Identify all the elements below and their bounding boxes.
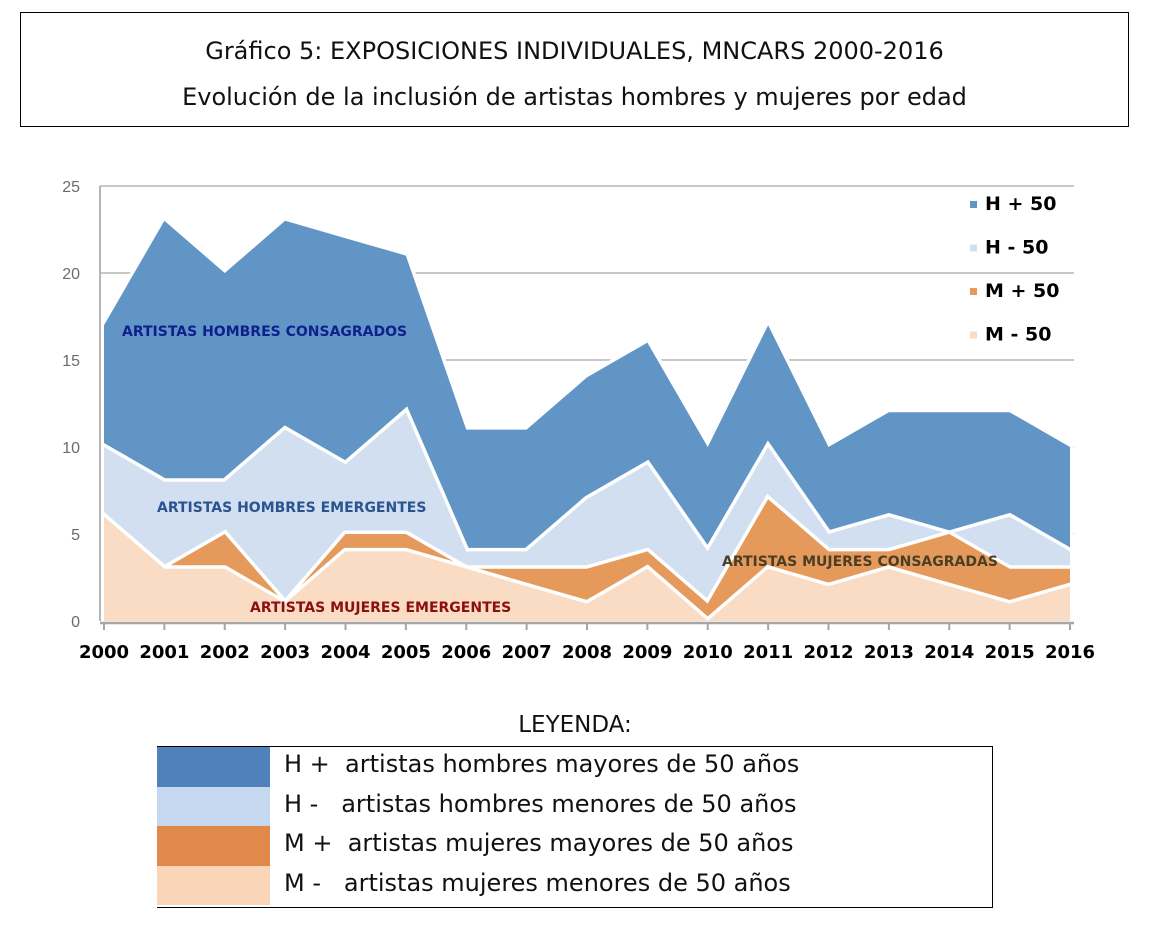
legend-label: H - 50 [985,237,1048,259]
legend-swatch-m-plus [157,826,270,866]
legend-marker [970,201,977,208]
legend-row-h-plus: H + artistas hombres mayores de 50 años [157,747,992,787]
chart-title: Gráfico 5: EXPOSICIONES INDIVIDUALES, MN… [205,37,944,65]
x-tick-label: 2011 [743,642,793,663]
y-tick-label: 25 [62,179,80,196]
legend-table: H + artistas hombres mayores de 50 años … [157,746,993,908]
x-tick-label: 2006 [441,642,491,663]
x-tick-label: 2000 [79,642,129,663]
y-tick-label: 0 [71,614,80,631]
y-tick-labels: 0 5 10 15 20 25 [62,179,80,631]
x-tick-label: 2003 [260,642,310,663]
annotation-mujeres-emergentes: ARTISTAS MUJERES EMERGENTES [250,600,511,616]
x-tick-label: 2007 [502,642,552,663]
legend-label: H + 50 [985,193,1057,215]
x-tick-label: 2015 [985,642,1035,663]
legend-swatch-m-minus [157,865,270,905]
legend-swatch-h-minus [157,786,270,826]
annotation-mujeres-consagradas: ARTISTAS MUJERES CONSAGRADAS [722,554,998,570]
legend-label: M + 50 [985,280,1060,302]
annotation-hombres-consagrados: ARTISTAS HOMBRES CONSAGRADOS [122,324,407,340]
axes [99,186,1074,630]
y-tick-label: 20 [62,266,80,283]
legend-swatch-h-plus [157,747,270,787]
x-tick-label: 2004 [320,642,370,663]
area-mminus50 [100,508,1074,626]
x-tick-label: 2010 [683,642,733,663]
legend-row-h-minus: H - artistas hombres menores de 50 años [157,786,992,826]
area-series [100,215,1074,626]
x-tick-label: 2002 [200,642,250,663]
legend-marker [970,244,977,252]
legend-text-h-plus: H + artistas hombres mayores de 50 años [284,750,800,778]
x-tick-label: 2009 [622,642,672,663]
legend-marker [970,331,977,339]
y-tick-label: 5 [71,527,80,544]
x-tick-label: 2013 [864,642,914,663]
legend-text-m-plus: M + artistas mujeres mayores de 50 años [284,829,794,857]
legend-text-m-minus: M - artistas mujeres menores de 50 años [284,868,791,897]
x-tick-label: 2016 [1045,642,1095,663]
x-tick-label: 2008 [562,642,612,663]
x-tick-label: 2012 [803,642,853,663]
x-tick-labels: 2000 2001 2002 2003 2004 2005 2006 2007 2008 2009… [79,642,1095,663]
x-tick-label: 2014 [924,642,974,663]
x-tick-label: 2001 [139,642,189,663]
y-tick-label: 15 [62,353,80,370]
chart-legend: H + 50 H - 50 M + 50 M - 50 [970,193,1060,346]
y-tick-label: 10 [62,440,80,457]
legend-label: M - 50 [985,324,1051,346]
legend-title: LEYENDA: [518,712,632,738]
legend-row-m-plus: M + artistas mujeres mayores de 50 años [157,826,992,866]
legend-row-m-minus: M - artistas mujeres menores de 50 años [157,865,992,905]
title-box: Gráfico 5: EXPOSICIONES INDIVIDUALES, MN… [20,12,1129,127]
x-tick-label: 2005 [381,642,431,663]
annotation-hombres-emergentes: ARTISTAS HOMBRES EMERGENTES [157,500,426,516]
legend-marker [970,288,977,295]
chart-subtitle: Evolución de la inclusión de artistas ho… [182,83,967,111]
legend-text-h-minus: H - artistas hombres menores de 50 años [284,789,797,818]
